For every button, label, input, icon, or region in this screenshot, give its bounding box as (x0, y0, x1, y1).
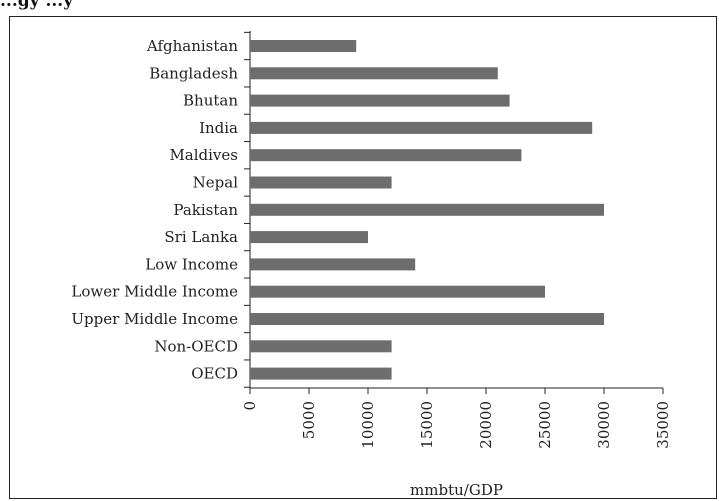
bar (250, 149, 522, 162)
bar (250, 313, 604, 325)
category-label: Lower Middle Income (71, 283, 238, 301)
x-tick-label: 10000 (359, 401, 377, 449)
category-label: Bhutan (183, 92, 238, 110)
x-tick-label: 25000 (536, 401, 554, 449)
bar (250, 258, 416, 271)
x-tick-label: 35000 (654, 401, 672, 449)
bar (250, 340, 392, 353)
bar (250, 121, 593, 134)
x-tick-label: 20000 (477, 401, 495, 449)
category-label: OECD (191, 365, 238, 383)
x-tick-label: 5000 (300, 401, 318, 439)
category-label: Pakistan (173, 201, 238, 219)
x-tick-label: 30000 (595, 401, 613, 449)
x-tick-label: 15000 (418, 401, 436, 449)
category-label: Afghanistan (146, 37, 238, 55)
bar (250, 40, 357, 52)
category-label: Non-OECD (154, 337, 238, 355)
category-label: Low Income (145, 255, 238, 273)
bar (250, 94, 510, 107)
bar (250, 176, 392, 189)
category-label: India (199, 119, 238, 137)
bar (250, 367, 392, 380)
x-tick-label: 0 (241, 401, 259, 411)
bar (250, 67, 498, 80)
bar (250, 285, 545, 298)
bars (250, 40, 604, 380)
page-title: ...gy ...y (0, 0, 74, 11)
category-label: Upper Middle Income (71, 310, 238, 328)
category-label: Sri Lanka (164, 228, 238, 246)
category-label: Nepal (193, 174, 239, 192)
bar (250, 231, 368, 244)
labels: Afghanistan Bangladesh Bhutan India Maldives… (71, 37, 672, 499)
x-axis-label: mmbtu/GDP (410, 481, 503, 499)
category-label: Maldives (169, 146, 238, 164)
bar (250, 203, 604, 216)
chart-frame (9, 16, 717, 499)
category-label: Bangladesh (149, 64, 238, 82)
